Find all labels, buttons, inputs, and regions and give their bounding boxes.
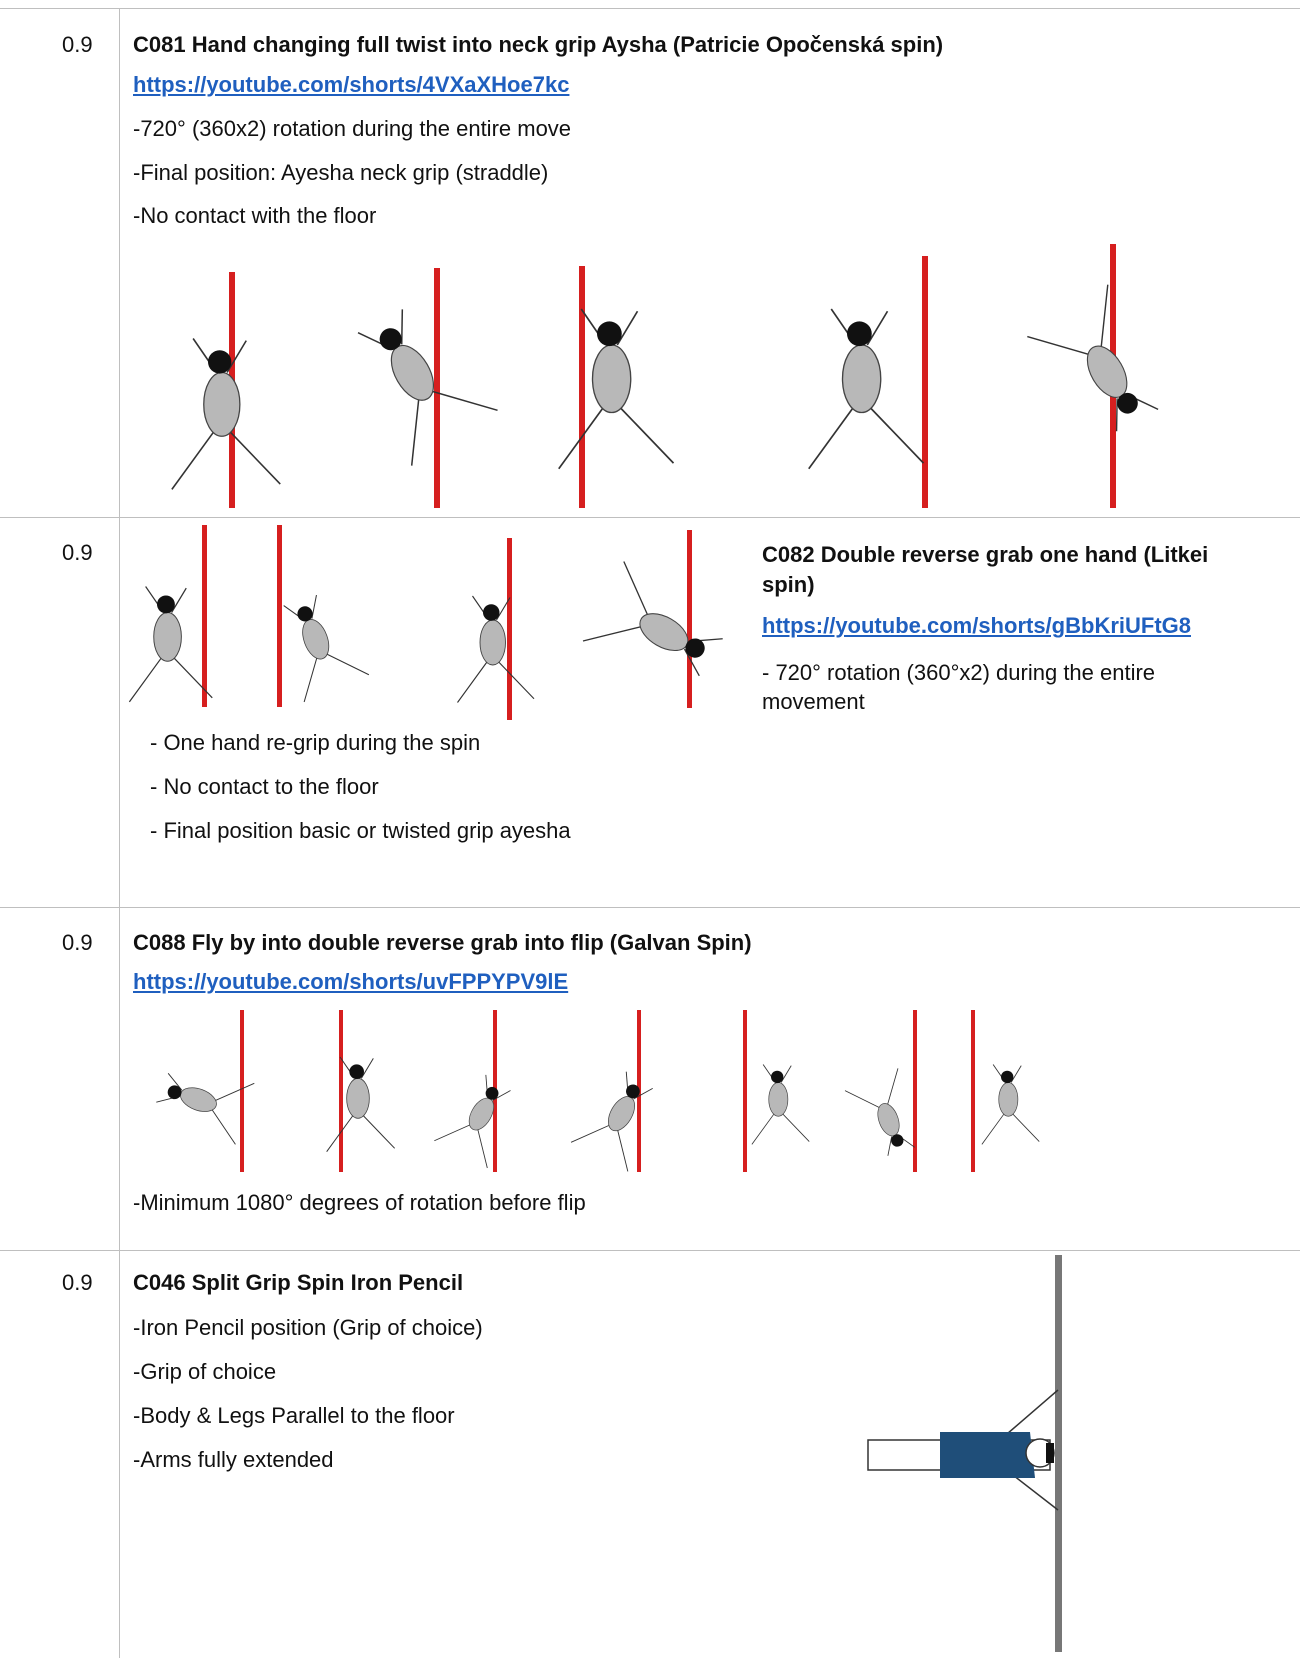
note: -Iron Pencil position (Grip of choice) bbox=[133, 1315, 483, 1340]
link[interactable]: https://youtube.com/shorts/gBbKriUFtG8 bbox=[762, 613, 1191, 638]
note: -No contact with the floor bbox=[133, 203, 377, 228]
title: C081 Hand changing full twist into neck … bbox=[133, 32, 944, 57]
note: -720° (360x2) rotation during the entire… bbox=[133, 116, 572, 141]
score: 0.9 bbox=[62, 32, 93, 57]
table-border bbox=[0, 8, 1300, 9]
note: -Body & Legs Parallel to the floor bbox=[133, 1403, 455, 1428]
note: - 720° rotation (360°x2) during the enti… bbox=[762, 660, 1156, 714]
note: - Final position basic or twisted grip a… bbox=[150, 818, 571, 843]
note: -Grip of choice bbox=[133, 1359, 277, 1384]
title: C088 Fly by into double reverse grab int… bbox=[133, 930, 752, 955]
score: 0.9 bbox=[62, 930, 93, 955]
score: 0.9 bbox=[62, 540, 93, 565]
column-border bbox=[119, 8, 120, 1658]
link[interactable]: https://youtube.com/shorts/uvFPPYPV9lE bbox=[133, 969, 569, 994]
note: -Final position: Ayesha neck grip (strad… bbox=[133, 160, 549, 185]
note: -Arms fully extended bbox=[133, 1447, 334, 1472]
score: 0.9 bbox=[62, 1270, 93, 1295]
note: - No contact to the floor bbox=[150, 774, 379, 799]
note: - One hand re-grip during the spin bbox=[150, 730, 481, 755]
note: -Minimum 1080° degrees of rotation befor… bbox=[133, 1190, 586, 1215]
iron-pencil-figure bbox=[867, 1255, 1062, 1652]
row-border bbox=[0, 1250, 1300, 1251]
title: C046 Split Grip Spin Iron Pencil bbox=[133, 1270, 464, 1295]
row-border bbox=[0, 517, 1300, 518]
row-border bbox=[0, 907, 1300, 908]
title: C082 Double reverse grab one hand (Litke… bbox=[762, 542, 1209, 597]
link[interactable]: https://youtube.com/shorts/4VXaXHoe7kc bbox=[133, 72, 570, 97]
